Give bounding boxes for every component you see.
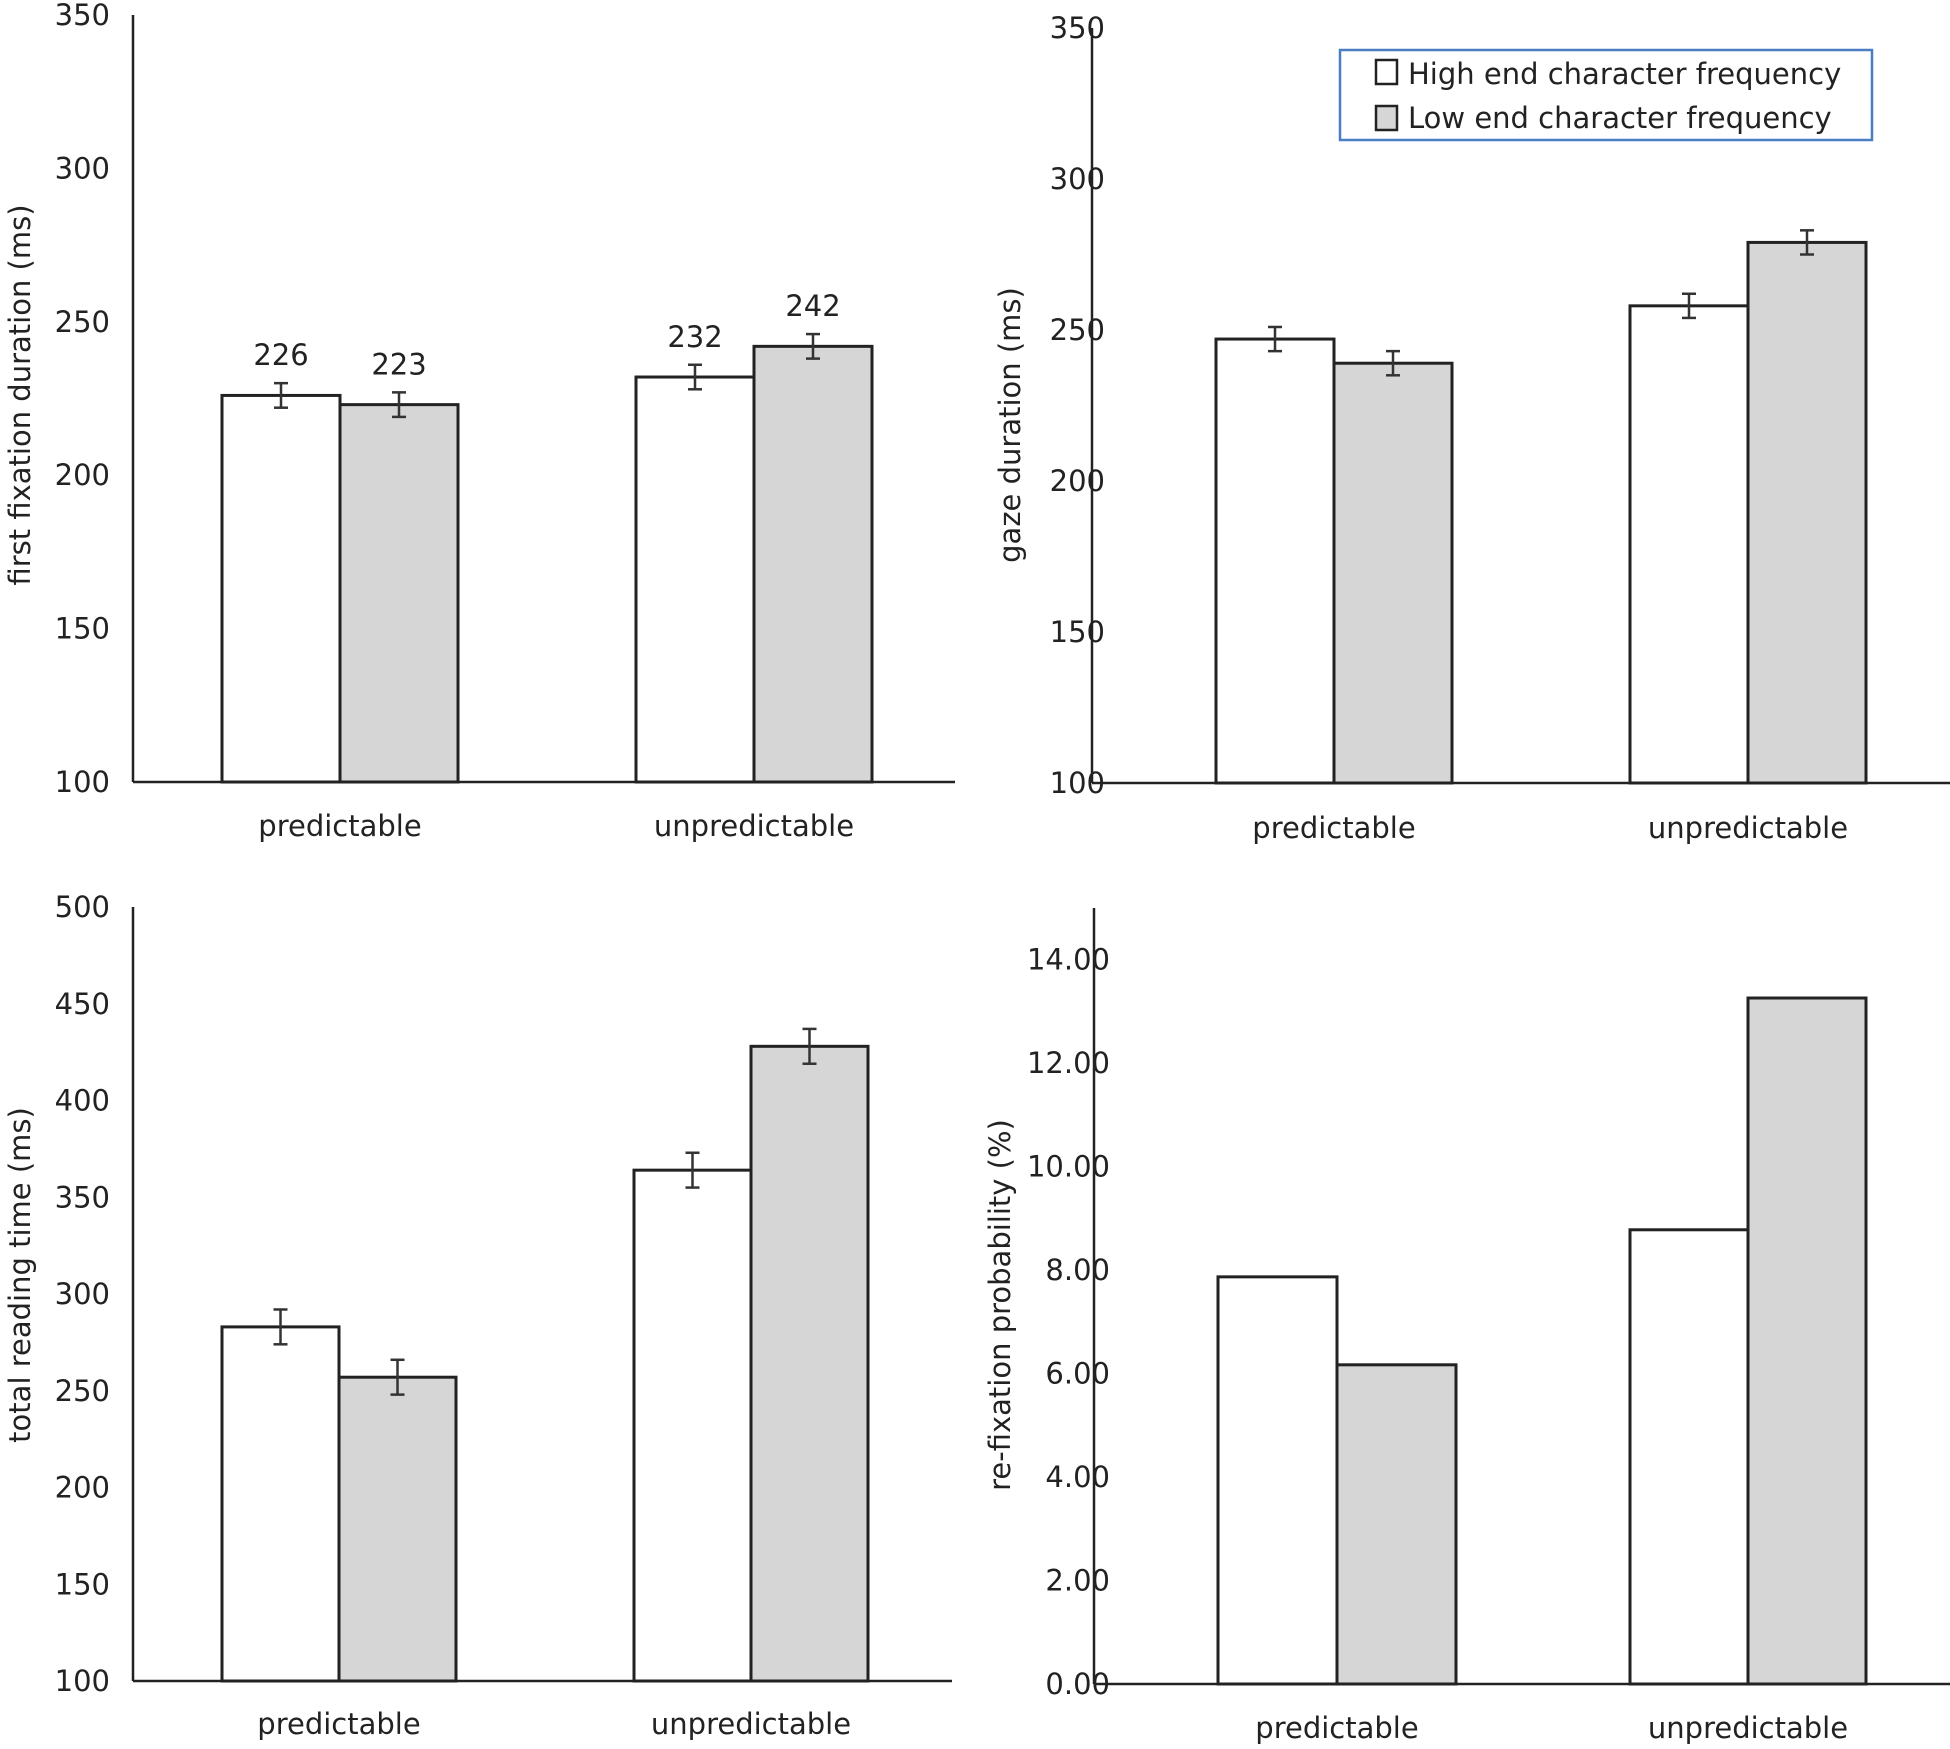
- legend-label-high: High end character frequency: [1408, 57, 1841, 91]
- y-tick-label: 400: [55, 1084, 110, 1118]
- data-label: 226: [253, 338, 308, 372]
- y-tick-label: 2.00: [1045, 1564, 1110, 1598]
- bar-high-unpredictable: [634, 375, 756, 784]
- y-tick-label: 14.00: [1027, 943, 1110, 977]
- legend: High end character frequency Low end cha…: [1338, 48, 1874, 142]
- y-tick-label: 6.00: [1045, 1357, 1110, 1391]
- y-tick-label: 350: [55, 0, 110, 32]
- x-category-label: unpredictable: [651, 1707, 851, 1741]
- y-tick-label: 300: [55, 151, 110, 185]
- x-category-label: predictable: [1252, 811, 1415, 845]
- x-category-label: predictable: [257, 1707, 420, 1741]
- x-category-label: unpredictable: [654, 809, 854, 843]
- bar-high-unpredictable: [1628, 304, 1750, 785]
- bar-high-unpredictable: [632, 1168, 753, 1683]
- y-tick-label: 350: [1050, 11, 1105, 45]
- legend-swatch-high: [1374, 58, 1399, 86]
- y-tick-label: 200: [55, 1471, 110, 1505]
- bar-low-unpredictable: [1746, 240, 1868, 785]
- y-tick-label: 150: [55, 1567, 110, 1601]
- bar-high-predictable: [220, 393, 342, 784]
- y-tick-label: 10.00: [1027, 1150, 1110, 1184]
- y-axis-label: gaze duration (ms): [993, 287, 1027, 563]
- x-category-label: predictable: [258, 809, 421, 843]
- bar-high-predictable: [1214, 337, 1336, 785]
- bar-high-unpredictable: [1628, 1228, 1750, 1686]
- bar-low-predictable: [337, 1375, 458, 1683]
- y-tick-label: 12.00: [1027, 1046, 1110, 1080]
- bar-low-predictable: [1332, 361, 1454, 785]
- y-axis-label: total reading time (ms): [3, 1107, 37, 1443]
- panel-re-fixation-probability: 0.00 2.00 4.00 6.00 8.00 10.00 12.00 14.00 re-fi…: [983, 908, 1950, 1745]
- y-tick-label: 200: [1050, 464, 1105, 498]
- y-tick-label: 4.00: [1045, 1460, 1110, 1494]
- y-tick-label: 100: [1050, 766, 1105, 800]
- y-tick-label: 300: [55, 1277, 110, 1311]
- bar-high-predictable: [1216, 1275, 1339, 1686]
- y-tick-label: 100: [55, 1664, 110, 1698]
- y-tick-label: 150: [55, 612, 110, 646]
- data-label: 232: [667, 320, 722, 354]
- y-tick-label: 250: [1050, 313, 1105, 347]
- y-tick-label: 150: [1050, 615, 1105, 649]
- x-category-label: unpredictable: [1648, 1711, 1848, 1745]
- bar-low-predictable: [338, 403, 460, 784]
- legend-label-low: Low end character frequency: [1408, 101, 1832, 135]
- x-category-label: unpredictable: [1648, 811, 1848, 845]
- y-tick-label: 250: [55, 305, 110, 339]
- y-tick-label: 350: [55, 1180, 110, 1214]
- y-tick-label: 300: [1050, 162, 1105, 196]
- bar-low-unpredictable: [1746, 996, 1868, 1686]
- data-label: 223: [371, 347, 426, 381]
- bar-low-unpredictable: [749, 1044, 870, 1683]
- y-tick-label: 100: [55, 765, 110, 799]
- legend-swatch-low: [1374, 104, 1399, 132]
- panel-first-fixation-duration: 100 150 200 250 300 350 first fixation duratio…: [3, 0, 955, 843]
- data-label: 242: [785, 289, 840, 323]
- legend-frame: [1338, 48, 1874, 142]
- panel-total-reading-time: 100 150 200 250 300 350 400 450 500 total reading…: [3, 890, 952, 1741]
- y-axis-label: first fixation duration (ms): [3, 204, 37, 585]
- x-category-label: predictable: [1255, 1711, 1418, 1745]
- y-tick-label: 0.00: [1045, 1667, 1110, 1701]
- y-tick-label: 500: [55, 890, 110, 924]
- bar-low-unpredictable: [752, 344, 874, 784]
- bar-high-predictable: [220, 1325, 341, 1683]
- y-tick-label: 250: [55, 1374, 110, 1408]
- bar-low-predictable: [1335, 1363, 1458, 1686]
- y-tick-label: 8.00: [1045, 1253, 1110, 1287]
- y-tick-label: 200: [55, 458, 110, 492]
- y-tick-label: 450: [55, 987, 110, 1021]
- panel-gaze-duration: 100 150 200 250 300 350 gaze duration (ms) pred…: [993, 11, 1950, 845]
- y-axis-label: re-fixation probability (%): [983, 1119, 1017, 1491]
